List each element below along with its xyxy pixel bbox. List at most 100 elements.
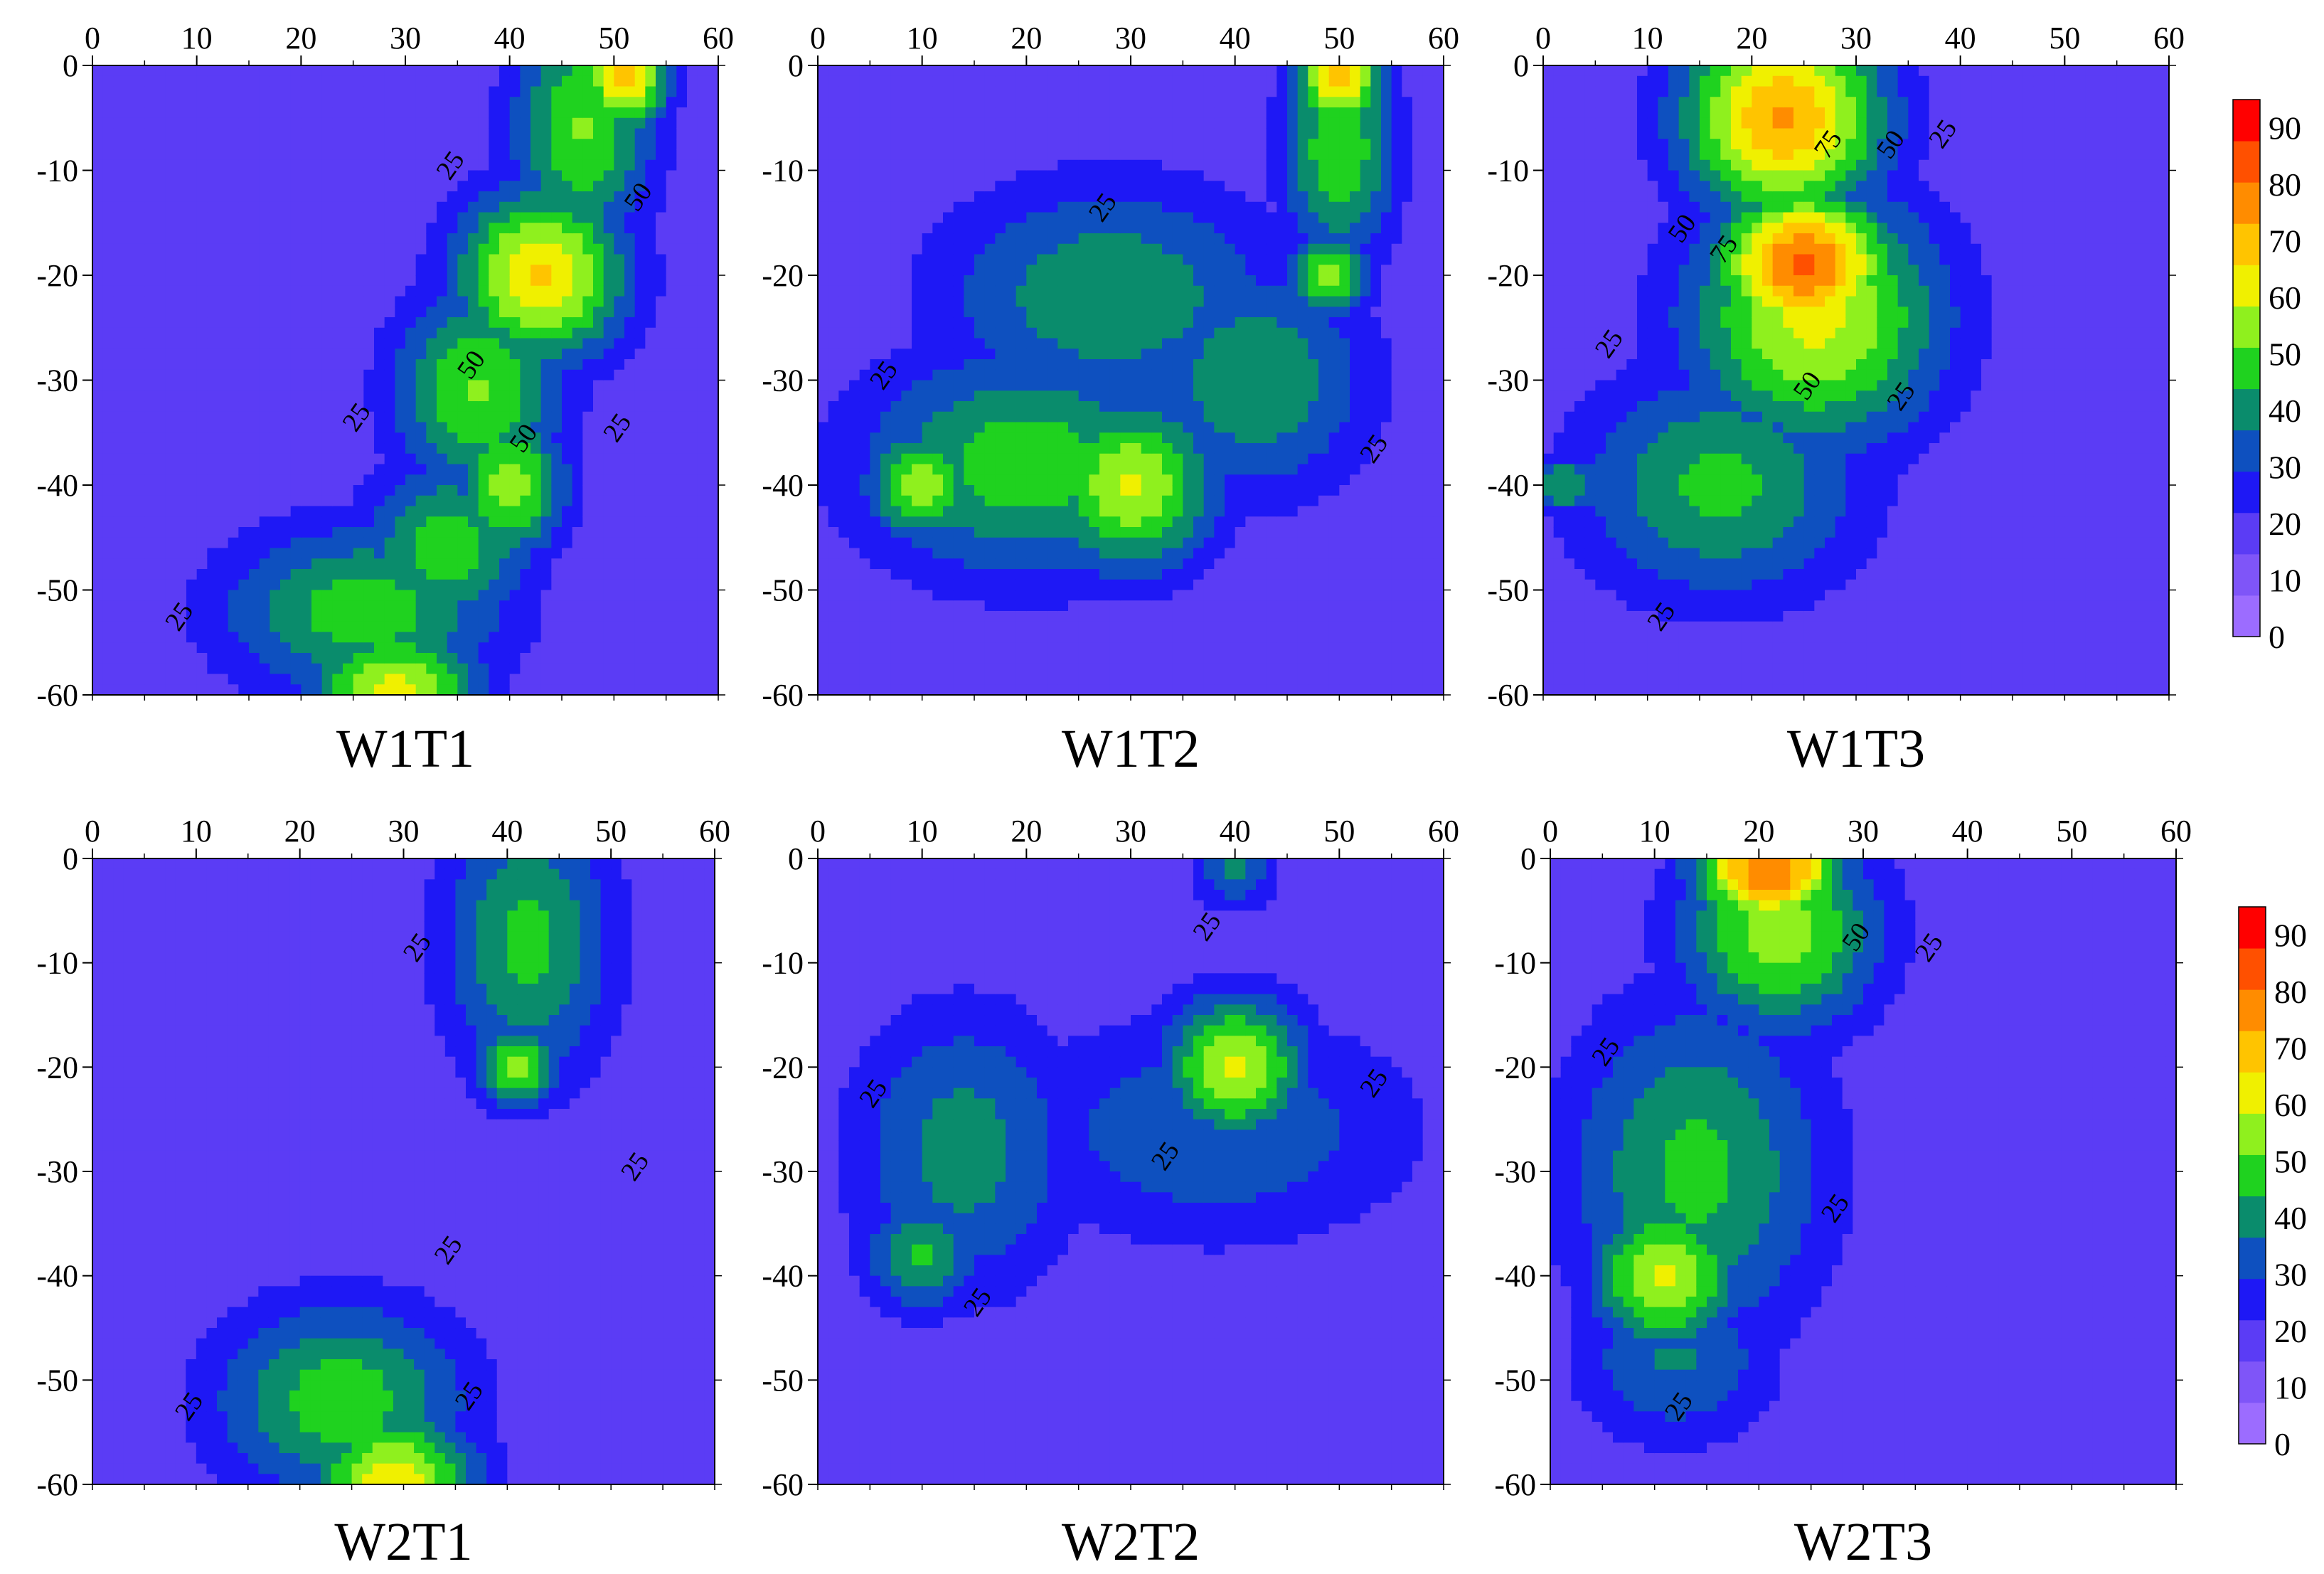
field-cell — [974, 170, 986, 181]
field-cell — [176, 653, 187, 664]
field-cell — [144, 243, 156, 255]
field-cell — [593, 338, 604, 349]
field-cell — [311, 191, 323, 203]
field-cell — [395, 359, 406, 371]
field-cell — [818, 506, 829, 517]
field-cell — [572, 97, 583, 108]
field-cell — [290, 390, 302, 402]
field-cell — [509, 611, 521, 622]
field-cell — [457, 537, 469, 549]
field-cell — [1016, 149, 1027, 161]
field-cell — [353, 474, 364, 486]
field-cell — [165, 453, 176, 465]
field-cell — [624, 243, 636, 255]
field-cell — [447, 474, 458, 486]
field-cell — [290, 243, 302, 255]
field-cell — [943, 485, 954, 496]
field-cell — [676, 474, 688, 486]
field-cell — [551, 579, 563, 591]
field-cell — [280, 359, 292, 371]
field-cell — [447, 265, 458, 276]
field-cell — [332, 117, 343, 129]
field-cell — [984, 527, 996, 538]
field-cell — [395, 265, 406, 276]
field-cell — [687, 223, 698, 234]
field-cell — [259, 170, 270, 181]
field-cell — [901, 474, 912, 486]
field-cell — [301, 149, 312, 161]
field-cell — [176, 684, 187, 695]
field-cell — [708, 495, 718, 507]
field-cell — [415, 254, 427, 265]
field-cell — [144, 170, 156, 181]
field-cell — [478, 369, 489, 381]
field-cell — [165, 254, 176, 265]
field-cell — [186, 191, 198, 203]
field-cell — [384, 527, 395, 538]
field-cell — [249, 369, 260, 381]
field-cell — [828, 369, 839, 381]
field-cell — [134, 233, 145, 245]
field-cell — [1026, 432, 1038, 444]
field-cell — [280, 621, 292, 633]
field-cell — [932, 117, 944, 129]
field-cell — [478, 600, 489, 612]
field-cell — [603, 579, 614, 591]
field-cell — [457, 285, 469, 297]
field-cell — [645, 422, 656, 433]
field-cell — [531, 527, 542, 538]
field-cell — [943, 527, 954, 538]
field-cell — [974, 558, 986, 570]
field-cell — [468, 537, 479, 549]
field-cell — [468, 307, 479, 318]
field-cell — [634, 464, 646, 475]
field-cell — [614, 349, 625, 360]
field-cell — [922, 149, 933, 161]
field-cell — [228, 233, 239, 245]
field-cell — [311, 548, 323, 559]
field-cell — [645, 159, 656, 171]
field-cell — [995, 159, 1006, 171]
field-cell — [395, 390, 406, 402]
field-cell — [280, 149, 292, 161]
field-cell — [332, 139, 343, 150]
field-cell — [426, 65, 437, 77]
field-cell — [922, 443, 933, 454]
field-cell — [124, 170, 135, 181]
field-cell — [228, 411, 239, 423]
field-cell — [859, 611, 870, 622]
field-cell — [321, 254, 333, 265]
field-cell — [676, 432, 688, 444]
field-cell — [849, 233, 860, 245]
field-cell — [249, 495, 260, 507]
field-cell — [332, 537, 343, 549]
field-cell — [144, 474, 156, 486]
field-cell — [520, 632, 531, 643]
field-cell — [102, 265, 114, 276]
field-cell — [102, 653, 114, 664]
field-cell — [343, 117, 354, 129]
field-cell — [447, 516, 458, 528]
field-cell — [1016, 170, 1027, 181]
field-cell — [551, 86, 563, 97]
field-cell — [155, 453, 166, 465]
field-cell — [343, 275, 354, 287]
field-cell — [666, 516, 677, 528]
field-cell — [818, 432, 829, 444]
field-cell — [932, 537, 944, 549]
field-cell — [437, 65, 448, 77]
field-cell — [343, 181, 354, 192]
field-cell — [520, 212, 531, 223]
field-cell — [176, 369, 187, 381]
field-cell — [395, 243, 406, 255]
field-cell — [218, 432, 229, 444]
field-cell — [859, 432, 870, 444]
field-cell — [870, 390, 881, 402]
field-cell — [1037, 432, 1048, 444]
field-cell — [374, 65, 385, 77]
field-cell — [290, 149, 302, 161]
field-cell — [468, 359, 479, 371]
field-cell — [311, 516, 323, 528]
field-cell — [551, 117, 563, 129]
field-cell — [572, 558, 583, 570]
